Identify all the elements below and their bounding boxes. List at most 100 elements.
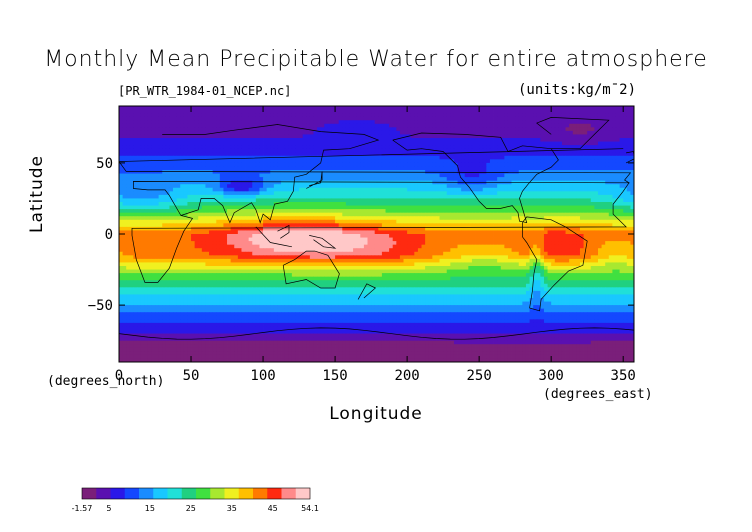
heatmap-cell (551, 109, 556, 114)
heatmap-cell (378, 205, 383, 210)
heatmap-cell (504, 134, 509, 139)
heatmap-cell (608, 219, 613, 224)
heatmap-cell (378, 123, 383, 128)
heatmap-cell (284, 159, 289, 164)
heatmap-cell (183, 202, 188, 206)
heatmap-cell (313, 223, 318, 228)
heatmap-cell (288, 198, 293, 203)
heatmap-cell (194, 159, 199, 164)
heatmap-cell (234, 209, 239, 214)
heatmap-cell (129, 177, 134, 182)
heatmap-cell (273, 127, 278, 132)
heatmap-cell (435, 134, 440, 139)
heatmap-cell (554, 123, 559, 128)
heatmap-cell (299, 198, 304, 203)
heatmap-cell (565, 116, 570, 121)
heatmap-cell (425, 184, 430, 189)
heatmap-cell (443, 155, 448, 160)
heatmap-cell (561, 194, 566, 199)
heatmap-cell (547, 127, 552, 132)
heatmap-cell (497, 130, 502, 135)
heatmap-cell (122, 120, 127, 125)
heatmap-cell (374, 106, 379, 110)
heatmap-cell (385, 209, 390, 214)
heatmap-cell (273, 191, 278, 196)
heatmap-cell (500, 120, 505, 125)
heatmap-cell (565, 120, 570, 125)
heatmap-cell (511, 194, 516, 199)
heatmap-cell (295, 141, 300, 146)
heatmap-cell (144, 226, 149, 231)
heatmap-cell (187, 202, 192, 206)
heatmap-cell (295, 216, 300, 221)
heatmap-cell (554, 219, 559, 224)
heatmap-cell (371, 162, 376, 167)
heatmap-cell (511, 145, 516, 150)
heatmap-cell (299, 216, 304, 221)
heatmap-cell (227, 173, 232, 178)
heatmap-cell (363, 116, 368, 121)
heatmap-cell (461, 127, 466, 132)
heatmap-cell (356, 134, 361, 139)
heatmap-cell (194, 113, 199, 118)
heatmap-cell (201, 205, 206, 210)
heatmap-cell (151, 148, 156, 153)
heatmap-cell (277, 145, 282, 150)
heatmap-cell (453, 162, 458, 167)
heatmap-cell (191, 120, 196, 125)
heatmap-cell (230, 191, 235, 196)
heatmap-cell (594, 148, 599, 153)
heatmap-cell (533, 202, 538, 206)
heatmap-cell (590, 216, 595, 221)
heatmap-cell (363, 138, 368, 142)
heatmap-cell (295, 106, 300, 110)
heatmap-cell (443, 173, 448, 178)
heatmap-cell (482, 209, 487, 214)
heatmap-cell (363, 106, 368, 110)
heatmap-cell (576, 173, 581, 178)
heatmap-cell (626, 162, 631, 167)
heatmap-cell (338, 145, 343, 150)
heatmap-cell (180, 113, 185, 118)
heatmap-cell (119, 106, 123, 110)
heatmap-cell (529, 170, 534, 174)
heatmap-cell (572, 177, 577, 182)
heatmap-cell (234, 191, 239, 196)
heatmap-cell (133, 205, 138, 210)
heatmap-cell (360, 226, 365, 231)
heatmap-cell (399, 113, 404, 118)
heatmap-cell (443, 130, 448, 135)
heatmap-cell (630, 116, 634, 121)
heatmap-cell (126, 184, 131, 189)
heatmap-cell (399, 123, 404, 128)
heatmap-cell (281, 152, 286, 157)
heatmap-cell (198, 223, 203, 228)
heatmap-cell (281, 205, 286, 210)
heatmap-cell (432, 152, 437, 157)
heatmap-cell (281, 191, 286, 196)
heatmap-cell (464, 138, 469, 142)
heatmap-cell (158, 170, 163, 174)
heatmap-cell (605, 116, 610, 121)
heatmap-cell (522, 152, 527, 157)
heatmap-cell (558, 166, 563, 171)
heatmap-cell (281, 173, 286, 178)
heatmap-cell (230, 116, 235, 121)
heatmap-cell (425, 106, 430, 110)
heatmap-cell (507, 205, 512, 210)
heatmap-cell (237, 109, 242, 114)
heatmap-cell (248, 187, 253, 192)
heatmap-cell (122, 226, 127, 231)
heatmap-cell (219, 226, 224, 231)
heatmap-cell (547, 219, 552, 224)
heatmap-cell (194, 223, 199, 228)
heatmap-cell (450, 148, 455, 153)
heatmap-cell (155, 159, 160, 164)
heatmap-cell (518, 212, 523, 217)
heatmap-cell (605, 219, 610, 224)
heatmap-cell (230, 123, 235, 128)
heatmap-cell (255, 216, 260, 221)
heatmap-cell (540, 145, 545, 150)
heatmap-cell (579, 127, 584, 132)
heatmap-cell (540, 223, 545, 228)
